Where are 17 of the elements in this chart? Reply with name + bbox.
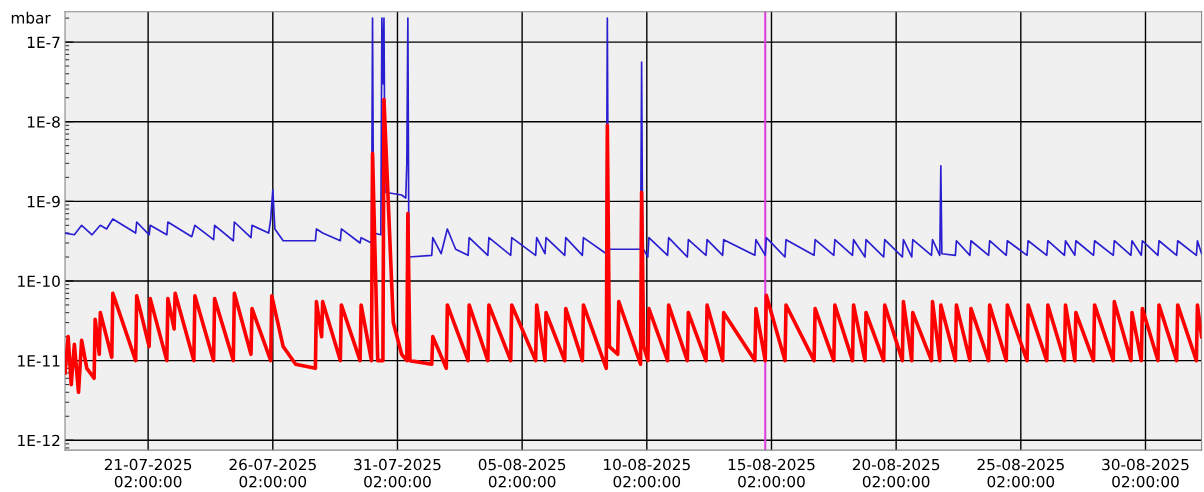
- y-tick-label: 1E-8: [27, 116, 60, 128]
- x-tick-label: 31-07-2025 02:00:00: [354, 458, 441, 488]
- y-tick-label: 1E-12: [18, 434, 60, 447]
- x-tick-label: 10-08-2025 02:00:00: [604, 458, 690, 488]
- x-tick-label: 05-08-2025 02:00:00: [478, 458, 566, 488]
- y-tick-label: 1E-11: [18, 355, 60, 367]
- x-tick-label: 21-07-2025 02:00:00: [104, 458, 192, 488]
- y-tick-label: 1E-7: [27, 36, 60, 48]
- x-tick-label: 26-07-2025 02:00:00: [229, 458, 316, 488]
- x-tick-label: 25-08-2025 02:00:00: [977, 458, 1064, 488]
- line-series: [65, 97, 1202, 395]
- x-tick-label: 15-08-2025 02:00:00: [728, 458, 815, 488]
- x-tick-label: 20-08-2025 02:00:00: [852, 458, 940, 488]
- y-tick-label: 1E-10: [18, 275, 60, 287]
- y-axis-title: mbar: [11, 11, 51, 24]
- x-tick-label: 30-08-2025 02:00:00: [1102, 458, 1189, 488]
- y-tick-label: 1E-9: [27, 195, 60, 208]
